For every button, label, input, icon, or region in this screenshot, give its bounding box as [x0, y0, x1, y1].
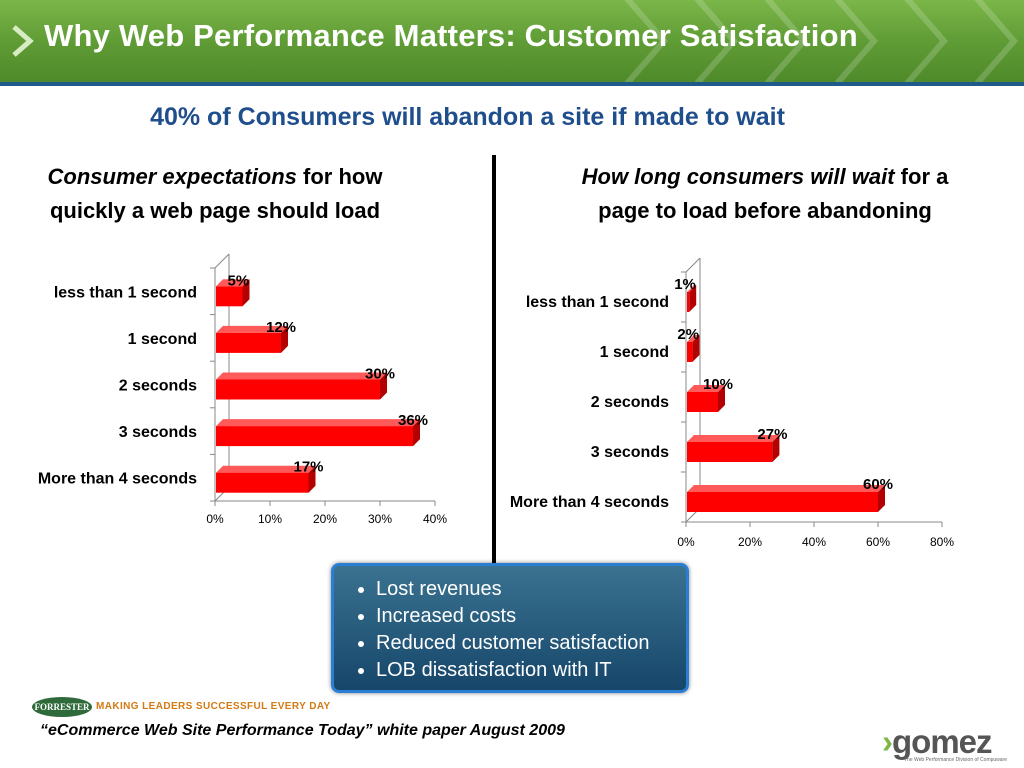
- bar-front-face: [216, 472, 309, 493]
- forrester-tagline: MAKING LEADERS SUCCESSFUL EVERY DAY: [96, 701, 331, 712]
- bar-side-face: [689, 285, 697, 312]
- header-divider: [0, 82, 1024, 86]
- bar-front-face: [687, 342, 693, 362]
- left-heading-rest: for how quickly a web page should load: [49, 164, 383, 223]
- x-tick-label: 10%: [258, 512, 282, 526]
- forrester-logo: FORRESTER: [32, 697, 92, 717]
- chevron-pattern-icon: [624, 0, 1018, 82]
- left-heading-italic: Consumer expectations: [47, 164, 297, 189]
- column-divider: [492, 155, 496, 565]
- bar-front-face: [687, 392, 718, 412]
- category-label: 1 second: [128, 331, 197, 348]
- value-label: 5%: [228, 272, 250, 289]
- value-label: 36%: [398, 412, 428, 429]
- x-tick-label: 0%: [677, 535, 695, 549]
- x-tick-label: 80%: [930, 535, 954, 549]
- bar-top-face: [216, 325, 288, 333]
- bar-1-2: [687, 385, 725, 412]
- bar-0-4: [216, 465, 316, 493]
- bar-top-face: [687, 285, 697, 292]
- bar-side-face: [242, 279, 250, 307]
- bar-top-face: [216, 419, 420, 427]
- value-label: 27%: [757, 426, 787, 443]
- category-label: More than 4 seconds: [38, 471, 197, 488]
- value-label: 17%: [294, 459, 324, 476]
- value-label: 60%: [863, 476, 893, 493]
- bar-top-face: [687, 385, 725, 392]
- value-label: 12%: [266, 319, 296, 336]
- bar-top-face: [216, 279, 250, 287]
- bar-top-face: [687, 335, 700, 342]
- left-chart-heading: Consumer expectations for how quickly a …: [20, 160, 410, 228]
- consequences-list: Lost revenues Increased costs Reduced cu…: [334, 566, 686, 684]
- chevron-right-icon: [12, 25, 34, 57]
- value-label: 1%: [674, 276, 696, 293]
- x-tick-label: 40%: [423, 512, 447, 526]
- consequence-item: Reduced customer satisfaction: [376, 630, 686, 657]
- category-label: 2 seconds: [591, 394, 669, 411]
- bar-side-face: [380, 372, 387, 400]
- slide-subtitle: 40% of Consumers will abandon a site if …: [150, 103, 785, 131]
- bar-0-2: [216, 372, 387, 400]
- gomez-tagline: The Web Performance Division of Compuwar…: [904, 757, 1008, 763]
- bar-front-face: [216, 332, 281, 353]
- bar-front-face: [687, 292, 690, 312]
- bar-top-face: [216, 372, 387, 380]
- bar-0-1: [216, 325, 288, 353]
- bar-side-face: [413, 419, 420, 447]
- consequence-item: LOB dissatisfaction with IT: [376, 657, 686, 684]
- bar-1-0: [687, 285, 697, 312]
- consequences-callout: Lost revenues Increased costs Reduced cu…: [331, 563, 689, 693]
- x-tick-label: 20%: [738, 535, 762, 549]
- x-tick-label: 40%: [802, 535, 826, 549]
- bar-side-face: [772, 435, 780, 462]
- bar-0-3: [216, 419, 420, 447]
- category-label: less than 1 second: [54, 284, 197, 301]
- bar-side-face: [281, 325, 288, 353]
- consequence-item: Lost revenues: [376, 576, 686, 603]
- bar-side-face: [718, 385, 725, 412]
- bar-0-0: [216, 279, 250, 307]
- bar-front-face: [687, 442, 773, 462]
- category-label: 3 seconds: [591, 444, 669, 461]
- consequence-item: Increased costs: [376, 603, 686, 630]
- bar-side-face: [308, 465, 316, 493]
- right-heading-italic: How long consumers will wait: [581, 164, 895, 189]
- value-label: 2%: [677, 326, 699, 343]
- x-tick-label: 20%: [313, 512, 337, 526]
- x-tick-label: 60%: [866, 535, 890, 549]
- bar-top-face: [216, 465, 316, 473]
- bar-1-4: [687, 485, 885, 512]
- category-label: More than 4 seconds: [510, 494, 669, 511]
- title-bar: Why Web Performance Matters: Customer Sa…: [0, 0, 1024, 82]
- source-citation: “eCommerce Web Site Performance Today” w…: [40, 722, 565, 739]
- bar-1-1: [687, 335, 700, 362]
- bar-1-3: [687, 435, 780, 462]
- bar-front-face: [216, 286, 243, 307]
- x-tick-label: 30%: [368, 512, 392, 526]
- bar-front-face: [687, 492, 878, 512]
- bar-top-face: [687, 485, 885, 492]
- bar-front-face: [216, 379, 380, 400]
- right-heading-rest: for a page to load before abandoning: [598, 164, 949, 223]
- category-label: less than 1 second: [526, 294, 669, 311]
- right-chart-heading: How long consumers will wait for a page …: [555, 160, 975, 228]
- x-tick-label: 0%: [206, 512, 224, 526]
- category-label: 2 seconds: [119, 378, 197, 395]
- bar-top-face: [687, 435, 780, 442]
- category-label: 1 second: [600, 344, 669, 361]
- gomez-logo-text: gomez: [892, 723, 993, 760]
- slide-title: Why Web Performance Matters: Customer Sa…: [44, 18, 858, 53]
- bar-front-face: [216, 426, 413, 447]
- gomez-logo: ›gomez: [882, 723, 993, 760]
- category-label: 3 seconds: [119, 424, 197, 441]
- value-label: 10%: [703, 376, 733, 393]
- bar-side-face: [692, 335, 700, 362]
- bar-side-face: [878, 485, 885, 512]
- value-label: 30%: [365, 366, 395, 383]
